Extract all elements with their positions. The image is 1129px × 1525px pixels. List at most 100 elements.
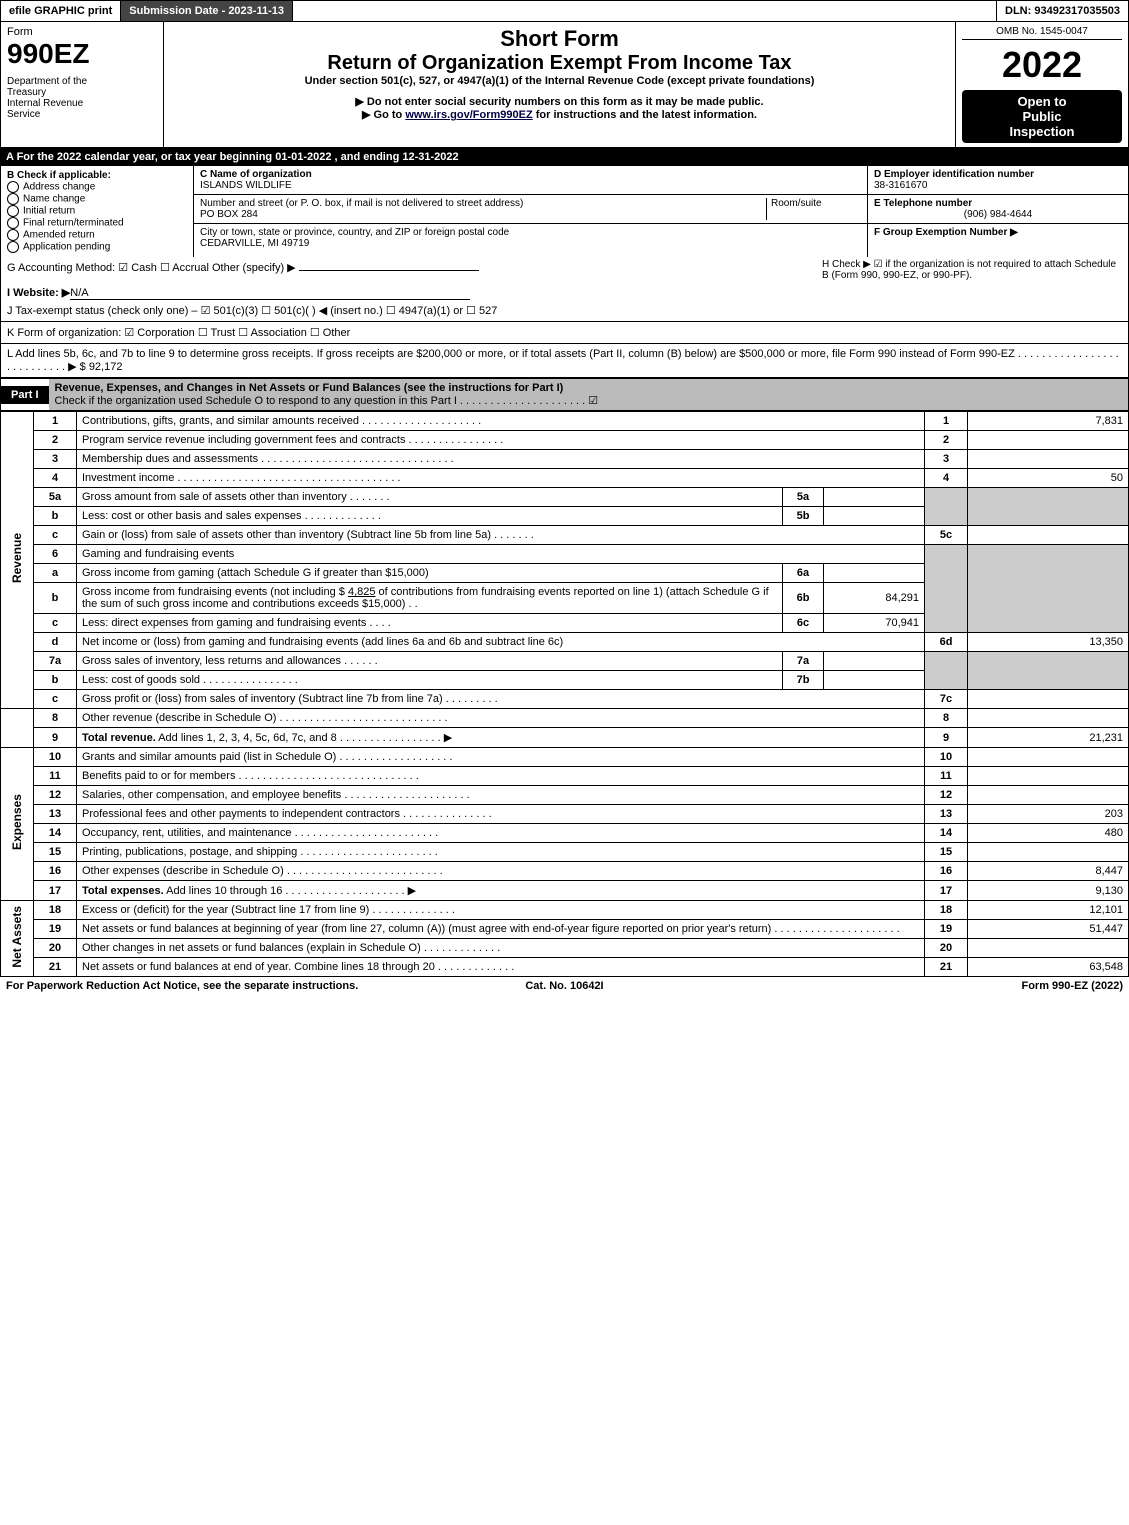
- chk-amended[interactable]: [7, 229, 19, 241]
- topbar: efile GRAPHIC print Submission Date - 20…: [0, 0, 1129, 22]
- row6a-num: a: [34, 564, 77, 583]
- row6c-sv: 70,941: [824, 614, 925, 633]
- row5b-sb: 5b: [783, 507, 824, 526]
- form-word: Form: [7, 26, 157, 38]
- c-street-label: Number and street (or P. O. box, if mail…: [200, 198, 523, 209]
- row19-num: 19: [34, 920, 77, 939]
- page-footer: For Paperwork Reduction Act Notice, see …: [0, 977, 1129, 995]
- row7a-sb: 7a: [783, 652, 824, 671]
- efile-print-label[interactable]: efile GRAPHIC print: [1, 1, 121, 21]
- open-to-public-badge: Open to Public Inspection: [962, 90, 1122, 143]
- b-pending: Application pending: [23, 242, 110, 253]
- form-header: Form 990EZ Department of theTreasuryInte…: [0, 22, 1129, 148]
- row17-val: 9,130: [968, 881, 1129, 901]
- inspect-line2: Public: [1022, 109, 1061, 124]
- row2-text: Program service revenue including govern…: [77, 431, 925, 450]
- row6-shade-val: [968, 545, 1129, 633]
- row5a-num: 5a: [34, 488, 77, 507]
- b-addr: Address change: [23, 182, 95, 193]
- row9-val: 21,231: [968, 728, 1129, 748]
- paperwork-notice: For Paperwork Reduction Act Notice, see …: [6, 980, 378, 992]
- row19-rn: 19: [925, 920, 968, 939]
- part1-table: Revenue 1 Contributions, gifts, grants, …: [0, 411, 1129, 977]
- chk-address-change[interactable]: [7, 181, 19, 193]
- row5a-sv: [824, 488, 925, 507]
- line-g-h: G Accounting Method: ☑ Cash ☐ Accrual Ot…: [0, 257, 1129, 322]
- row6b-text: Gross income from fundraising events (no…: [77, 583, 783, 614]
- row20-val: [968, 939, 1129, 958]
- row1-val: 7,831: [968, 412, 1129, 431]
- row6d-val: 13,350: [968, 633, 1129, 652]
- row7a-num: 7a: [34, 652, 77, 671]
- row2-num: 2: [34, 431, 77, 450]
- b-label: B Check if applicable:: [7, 170, 111, 181]
- row13-text: Professional fees and other payments to …: [77, 805, 925, 824]
- ein: 38-3161670: [874, 180, 927, 191]
- line-j: J Tax-exempt status (check only one) – ☑…: [7, 304, 1122, 317]
- row17-num: 17: [34, 881, 77, 901]
- row9-rn: 9: [925, 728, 968, 748]
- line-k: K Form of organization: ☑ Corporation ☐ …: [0, 322, 1129, 344]
- row12-text: Salaries, other compensation, and employ…: [77, 786, 925, 805]
- row14-val: 480: [968, 824, 1129, 843]
- row5c-num: c: [34, 526, 77, 545]
- row3-num: 3: [34, 450, 77, 469]
- b-final: Final return/terminated: [23, 218, 124, 229]
- row8-text: Other revenue (describe in Schedule O) .…: [77, 709, 925, 728]
- row11-num: 11: [34, 767, 77, 786]
- netassets-side-label: Net Assets: [1, 901, 34, 977]
- row10-val: [968, 748, 1129, 767]
- row6-num: 6: [34, 545, 77, 564]
- row9-num: 9: [34, 728, 77, 748]
- section-d-e-f: D Employer identification number 38-3161…: [868, 166, 1128, 257]
- row20-rn: 20: [925, 939, 968, 958]
- row21-rn: 21: [925, 958, 968, 977]
- form-identity: Form 990EZ Department of theTreasuryInte…: [1, 22, 164, 147]
- row6c-text: Less: direct expenses from gaming and fu…: [77, 614, 783, 633]
- row10-text: Grants and similar amounts paid (list in…: [77, 748, 925, 767]
- goto-link[interactable]: ▶ Go to www.irs.gov/Form990EZ for instru…: [170, 108, 949, 121]
- row6d-text: Net income or (loss) from gaming and fun…: [77, 633, 925, 652]
- row16-text: Other expenses (describe in Schedule O) …: [77, 862, 925, 881]
- row6b-sv: 84,291: [824, 583, 925, 614]
- dln-label: DLN: 93492317035503: [997, 1, 1128, 21]
- row6a-sv: [824, 564, 925, 583]
- section-c: C Name of organization ISLANDS WILDLIFE …: [194, 166, 868, 257]
- room-suite-label: Room/suite: [766, 198, 861, 220]
- chk-pending[interactable]: [7, 241, 19, 253]
- d-label: D Employer identification number: [874, 169, 1034, 180]
- row12-num: 12: [34, 786, 77, 805]
- c-name-label: C Name of organization: [200, 169, 312, 180]
- row7ab-shade-val: [968, 652, 1129, 690]
- row5b-sv: [824, 507, 925, 526]
- row6b-num: b: [34, 583, 77, 614]
- row7a-sv: [824, 652, 925, 671]
- inspect-line1: Open to: [1017, 94, 1066, 109]
- chk-initial[interactable]: [7, 205, 19, 217]
- row9-text: Total revenue. Add lines 1, 2, 3, 4, 5c,…: [77, 728, 925, 748]
- row17-text: Total expenses. Add lines 10 through 16 …: [77, 881, 925, 901]
- row6-shade: [925, 545, 968, 633]
- row16-num: 16: [34, 862, 77, 881]
- chk-name-change[interactable]: [7, 193, 19, 205]
- year-block: OMB No. 1545-0047 2022 Open to Public In…: [956, 22, 1128, 147]
- irs-link[interactable]: www.irs.gov/Form990EZ: [405, 109, 532, 121]
- b-initial: Initial return: [23, 206, 75, 217]
- row8-num: 8: [34, 709, 77, 728]
- row16-val: 8,447: [968, 862, 1129, 881]
- form-ref: Form 990-EZ (2022): [751, 980, 1123, 992]
- tax-year: 2022: [962, 44, 1122, 86]
- row5b-num: b: [34, 507, 77, 526]
- short-form-title: Short Form: [170, 26, 949, 52]
- row6a-text: Gross income from gaming (attach Schedul…: [77, 564, 783, 583]
- row8-rn: 8: [925, 709, 968, 728]
- row7b-text: Less: cost of goods sold . . . . . . . .…: [77, 671, 783, 690]
- row21-num: 21: [34, 958, 77, 977]
- chk-final[interactable]: [7, 217, 19, 229]
- dept-treasury: Department of theTreasuryInternal Revenu…: [7, 76, 157, 120]
- row15-val: [968, 843, 1129, 862]
- row17-rn: 17: [925, 881, 968, 901]
- row13-num: 13: [34, 805, 77, 824]
- row13-rn: 13: [925, 805, 968, 824]
- row14-text: Occupancy, rent, utilities, and maintena…: [77, 824, 925, 843]
